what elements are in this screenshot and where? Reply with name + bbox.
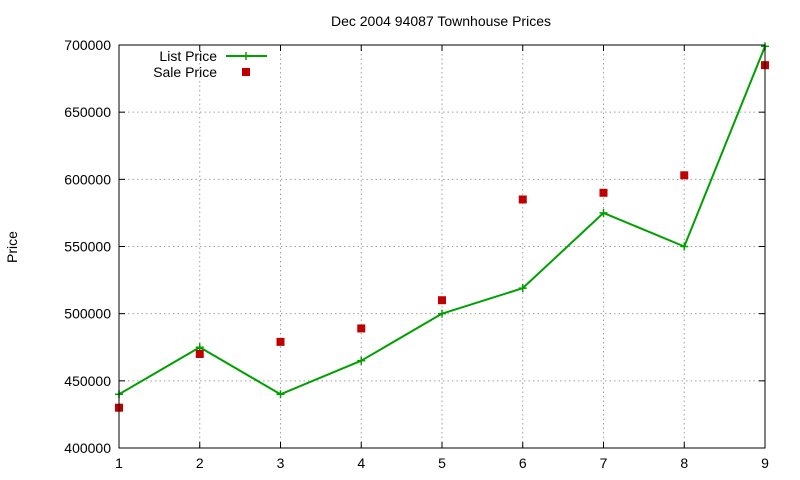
y-tick-label: 550000 — [64, 239, 111, 255]
list-price-point — [680, 242, 689, 251]
x-tick-label: 4 — [357, 455, 365, 471]
list-price-point — [357, 356, 366, 365]
sale-price-point — [276, 337, 285, 346]
sale-price-point — [599, 188, 608, 197]
legend-square-marker — [242, 68, 250, 76]
x-tick-label: 9 — [761, 455, 769, 471]
x-tick-label: 3 — [277, 455, 285, 471]
legend-label: List Price — [159, 48, 217, 64]
list-price-point — [276, 390, 285, 399]
y-tick-label: 650000 — [64, 104, 111, 120]
x-tick-label: 6 — [519, 455, 527, 471]
y-tick-label: 700000 — [64, 37, 111, 53]
list-price-point — [438, 309, 446, 318]
y-tick-label: 400000 — [64, 440, 111, 456]
chart-title: Dec 2004 94087 Townhouse Prices — [331, 13, 551, 29]
list-price-point — [599, 208, 608, 217]
legend-label: Sale Price — [153, 64, 217, 80]
sale-price-point — [680, 171, 689, 180]
x-tick-label: 1 — [115, 455, 123, 471]
axis-ticks: 400000 450000 500000 550000 600000 650000 7000… — [64, 37, 769, 471]
grid-lines — [119, 45, 765, 448]
list-price-point — [518, 284, 527, 293]
x-tick-label: 8 — [680, 455, 688, 471]
x-tick-label: 2 — [196, 455, 204, 471]
x-tick-label: 7 — [600, 455, 608, 471]
y-tick-label: 600000 — [64, 171, 111, 187]
sale-price-point — [518, 195, 527, 204]
x-tick-label: 5 — [438, 455, 446, 471]
y-tick-label: 500000 — [64, 306, 111, 322]
sale-price-point — [357, 324, 366, 333]
sale-price-point — [438, 296, 446, 305]
y-tick-label: 450000 — [64, 373, 111, 389]
legend-plus-marker — [242, 52, 250, 60]
list-price-point — [195, 343, 204, 352]
y-axis-label: Price — [4, 231, 20, 263]
sale-price-point — [195, 349, 204, 358]
